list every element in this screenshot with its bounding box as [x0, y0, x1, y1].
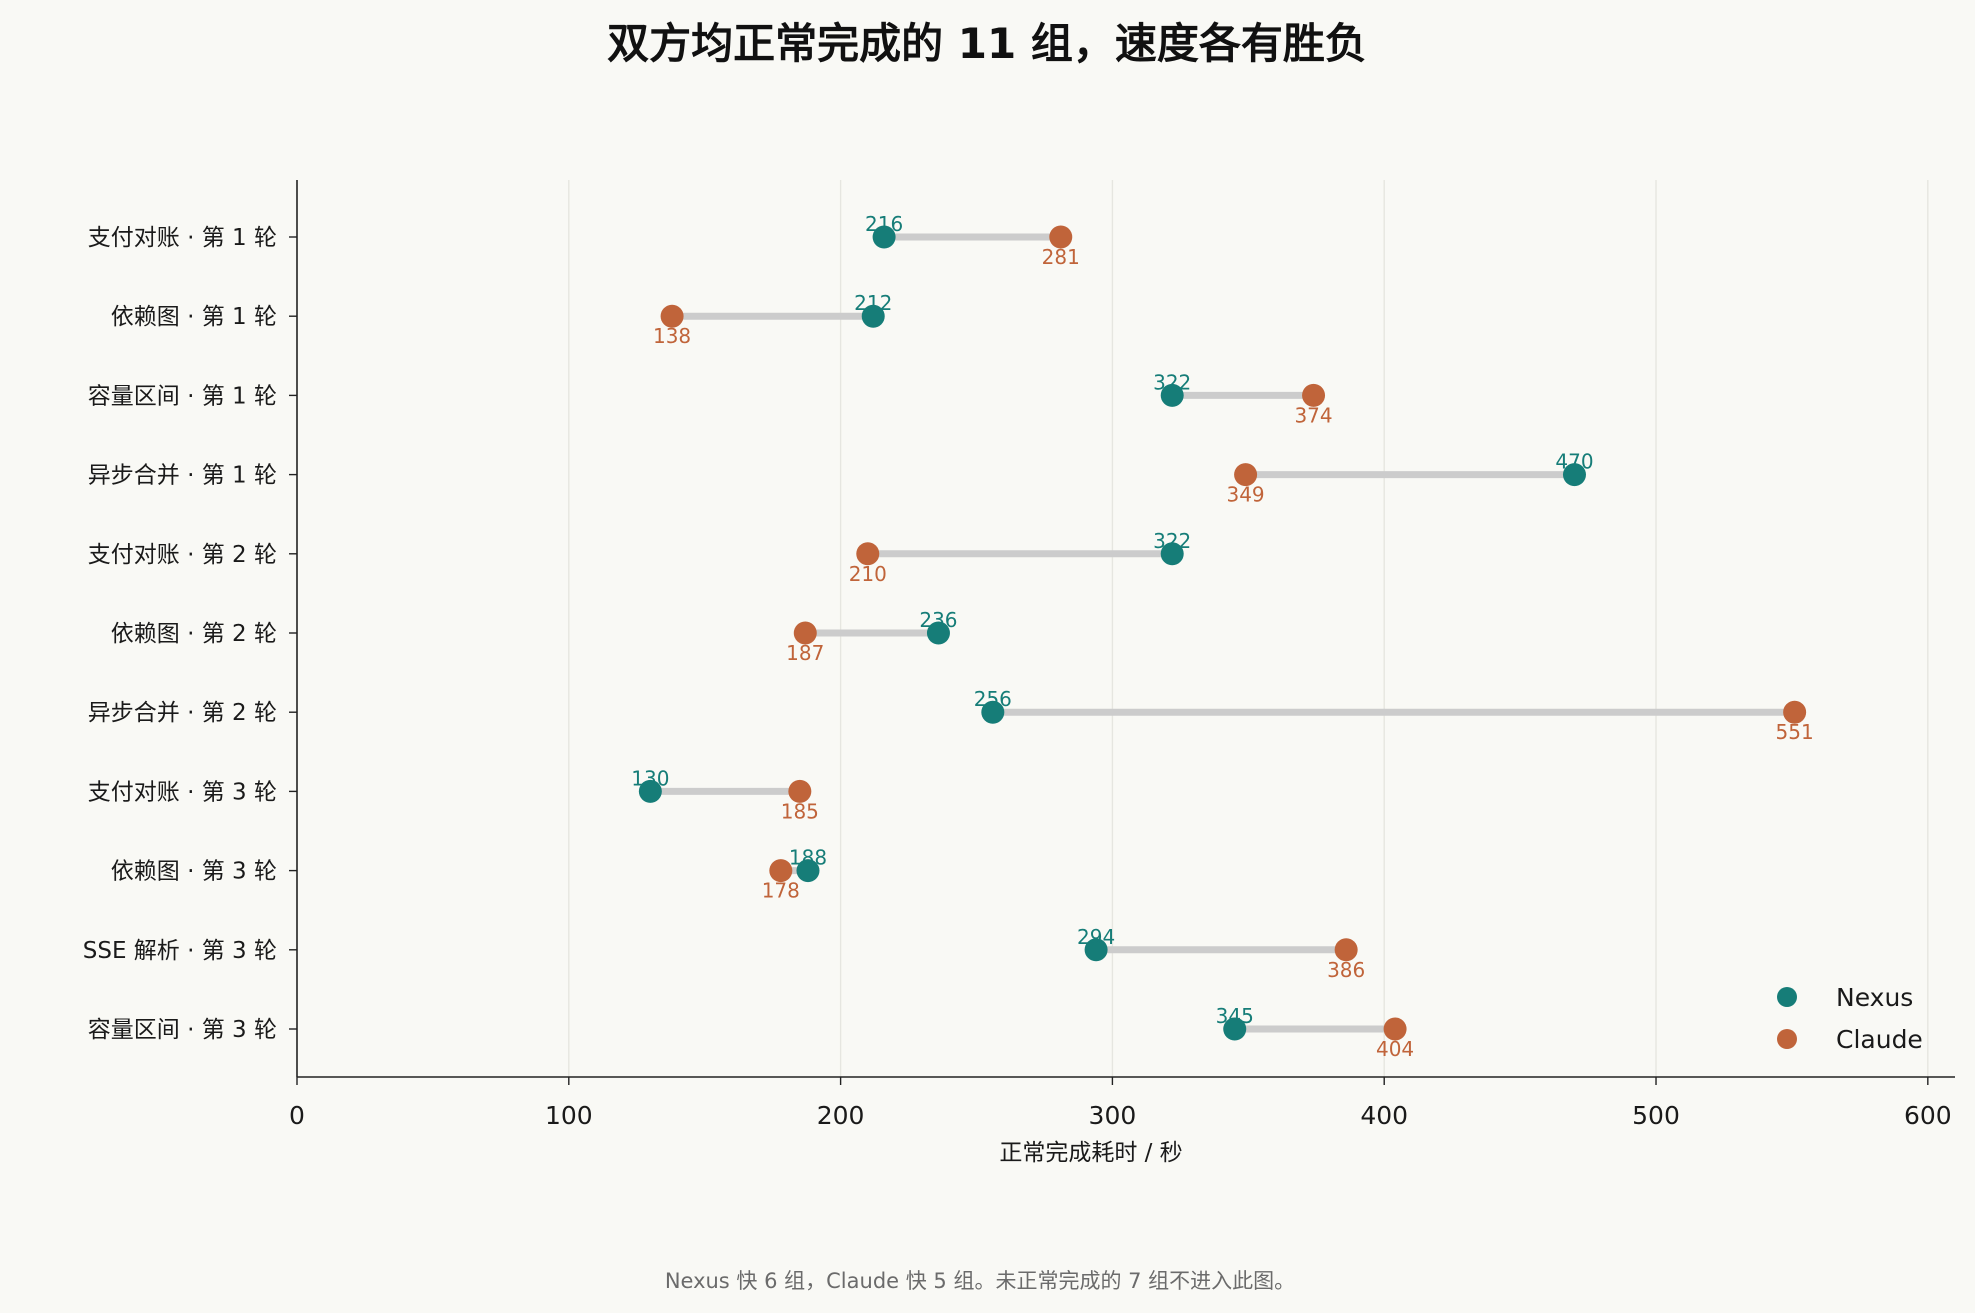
axes	[296, 180, 1955, 1078]
nexus-point-3	[1562, 463, 1586, 487]
x-tick-label-200: 200	[817, 1101, 865, 1130]
legend-marker-nexus	[1777, 987, 1797, 1007]
claude-value-label-1: 138	[653, 324, 691, 348]
y-tick-label-5: 依赖图 · 第 2 轮	[111, 621, 277, 647]
grid-lines	[568, 180, 1929, 1077]
claude-point-10	[1383, 1017, 1407, 1041]
nexus-value-label-6: 256	[974, 687, 1012, 711]
nexus-point-0	[872, 225, 896, 249]
claude-point-4	[856, 542, 880, 566]
claude-value-label-8: 178	[762, 879, 800, 903]
y-tick-label-10: 容量区间 · 第 3 轮	[88, 1017, 277, 1043]
nexus-point-6	[981, 700, 1005, 724]
claude-value-label-9: 386	[1327, 958, 1365, 982]
nexus-point-8	[796, 859, 820, 883]
y-tick-label-2: 容量区间 · 第 1 轮	[88, 383, 277, 409]
y-tick-label-8: 依赖图 · 第 3 轮	[111, 859, 277, 885]
x-tick-label-500: 500	[1632, 1101, 1680, 1130]
nexus-value-label-5: 236	[919, 608, 957, 632]
x-tick-label-100: 100	[545, 1101, 593, 1130]
claude-point-9	[1334, 938, 1358, 962]
claude-point-8	[769, 859, 793, 883]
legend-label-claude: Claude	[1836, 1025, 1923, 1054]
claude-value-label-4: 210	[849, 562, 887, 586]
nexus-point-2	[1160, 383, 1184, 407]
claude-point-2	[1302, 383, 1326, 407]
nexus-value-label-0: 216	[865, 212, 903, 236]
nexus-point-9	[1084, 938, 1108, 962]
nexus-value-label-1: 212	[854, 291, 892, 315]
x-tick-label-400: 400	[1360, 1101, 1408, 1130]
nexus-value-label-8: 188	[789, 846, 827, 870]
y-tick-label-7: 支付对账 · 第 3 轮	[88, 779, 277, 805]
x-tick-label-0: 0	[289, 1101, 305, 1130]
footnote: Nexus 快 6 组，Claude 快 5 组。未正常完成的 7 组不进入此图…	[665, 1269, 1295, 1293]
data-labels: 216 281 212 138 322 374 470 349 322 210 236 187 256 5…	[631, 212, 1813, 1061]
claude-value-label-3: 349	[1226, 483, 1264, 507]
nexus-value-label-2: 322	[1153, 370, 1191, 394]
nexus-value-label-7: 130	[631, 766, 669, 790]
legend-label-nexus: Nexus	[1836, 983, 1913, 1012]
claude-point-3	[1234, 463, 1258, 487]
x-tick-labels: 0 100 200 300 400 500 600	[289, 1077, 1952, 1130]
claude-point-7	[788, 779, 812, 803]
chart-title: 双方均正常完成的 11 组，速度各有胜负	[607, 19, 1367, 68]
nexus-value-label-9: 294	[1077, 925, 1115, 949]
nexus-point-7	[638, 779, 662, 803]
claude-value-label-7: 185	[781, 799, 819, 823]
claude-point-5	[793, 621, 817, 645]
y-tick-label-6: 异步合并 · 第 2 轮	[88, 700, 277, 726]
connector-lines	[650, 233, 1795, 1033]
data-points	[638, 225, 1807, 1041]
nexus-point-1	[861, 304, 885, 328]
y-tick-label-1: 依赖图 · 第 1 轮	[111, 304, 277, 330]
claude-value-label-0: 281	[1042, 245, 1080, 269]
y-tick-label-0: 支付对账 · 第 1 轮	[88, 225, 277, 251]
x-tick-label-600: 600	[1904, 1101, 1952, 1130]
nexus-point-10	[1223, 1017, 1247, 1041]
claude-point-1	[660, 304, 684, 328]
nexus-point-4	[1160, 542, 1184, 566]
nexus-point-5	[926, 621, 950, 645]
y-tick-label-9: SSE 解析 · 第 3 轮	[83, 938, 277, 964]
y-tick-label-3: 异步合并 · 第 1 轮	[88, 463, 277, 489]
legend: Nexus Claude	[1777, 983, 1923, 1054]
x-tick-label-300: 300	[1089, 1101, 1137, 1130]
claude-value-label-10: 404	[1376, 1037, 1414, 1061]
nexus-value-label-3: 470	[1555, 450, 1593, 474]
nexus-value-label-4: 322	[1153, 529, 1191, 553]
x-axis-label: 正常完成耗时 / 秒	[999, 1140, 1182, 1166]
claude-point-0	[1049, 225, 1073, 249]
claude-point-6	[1783, 700, 1807, 724]
claude-value-label-6: 551	[1776, 720, 1814, 744]
claude-value-label-2: 374	[1294, 403, 1332, 427]
legend-marker-claude	[1777, 1029, 1797, 1049]
y-tick-label-4: 支付对账 · 第 2 轮	[88, 542, 277, 568]
nexus-value-label-10: 345	[1216, 1004, 1254, 1028]
claude-value-label-5: 187	[786, 641, 824, 665]
